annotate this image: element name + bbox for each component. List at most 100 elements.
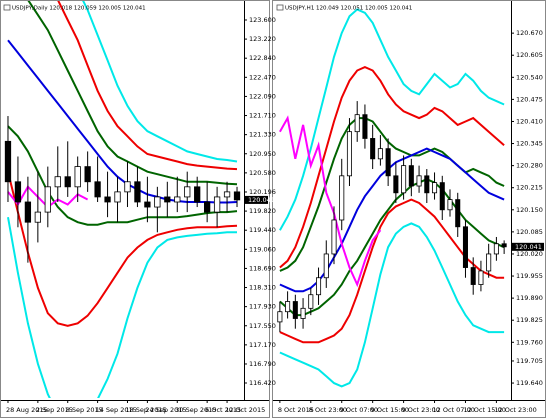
chart-title: USDJPY,Daily 120.018 120.059 120.005 120…: [12, 6, 146, 12]
y-tick-label: 117.170: [249, 341, 276, 349]
indicator-line: [279, 222, 505, 388]
candle-body: [24, 201, 32, 223]
candle-body: [174, 196, 181, 203]
price-label: 120.041: [515, 243, 542, 251]
candle-body: [393, 175, 399, 194]
candle-body: [493, 243, 499, 255]
y-tick-label: 119.890: [516, 294, 543, 302]
x-tick-label: 9 Oct 23:00: [402, 406, 440, 414]
candle-body: [439, 182, 445, 211]
candle-body: [74, 166, 81, 188]
candle-body: [316, 277, 322, 296]
panel-border: [0, 0, 270, 418]
candle-body: [447, 199, 453, 211]
x-tick-label: 14 Sep 2015: [96, 406, 137, 414]
x-tick-label: 2 Sep 2015: [36, 406, 73, 414]
indicator-line: [27, 1, 238, 186]
candle-body: [424, 175, 430, 194]
x-tick-label: 30 Sep 2015: [175, 406, 216, 414]
candle-body: [470, 267, 476, 285]
y-tick-label: 120.410: [516, 117, 543, 125]
x-tick-label: 12 Oct 2015: [225, 406, 265, 414]
y-tick-label: 120.280: [516, 162, 543, 170]
candle-body: [331, 219, 337, 255]
y-tick-label: 119.060: [249, 245, 276, 253]
candle-body: [277, 311, 283, 323]
x-tick-label: 6 Oct 2015: [205, 406, 241, 414]
candle-body: [416, 175, 422, 187]
indicator-line: [7, 217, 237, 398]
y-tick-label: 121.330: [249, 131, 276, 139]
indicator-line: [82, 1, 238, 163]
candle-body: [4, 140, 12, 183]
y-tick-label: 116.790: [249, 360, 276, 368]
candle-body: [44, 186, 51, 213]
y-tick-label: 122.840: [249, 54, 276, 62]
y-tick-label: 117.550: [249, 322, 276, 330]
y-tick-label: 118.690: [249, 264, 276, 272]
candle-body: [223, 191, 231, 198]
candle-body: [478, 270, 484, 285]
y-tick-label: 119.760: [516, 338, 543, 346]
candle-body: [154, 196, 161, 208]
x-tick-label: 8 Oct 23:00: [309, 406, 347, 414]
y-tick-label: 117.930: [249, 303, 276, 311]
candle-body: [14, 181, 22, 203]
candle-body: [408, 165, 414, 187]
x-tick-label: 12 Oct 23:00: [494, 406, 536, 414]
y-tick-label: 123.600: [249, 16, 276, 24]
y-tick-label: 120.540: [516, 73, 543, 81]
y-tick-label: 120.475: [516, 95, 543, 103]
y-tick-label: 120.085: [516, 228, 543, 236]
candle-body: [84, 166, 91, 183]
y-tick-label: 120.950: [249, 150, 276, 158]
candle-body: [34, 211, 41, 223]
candle-body: [184, 186, 191, 198]
symbol-icon: [3, 4, 11, 11]
y-tick-label: 116.420: [249, 379, 276, 387]
candle-body: [213, 196, 221, 213]
candle-body: [362, 114, 368, 139]
y-tick-label: 120.605: [516, 51, 543, 59]
y-tick-label: 119.440: [249, 226, 276, 234]
indicator-line: [279, 117, 505, 272]
candle-body: [377, 148, 383, 160]
y-tick-label: 122.090: [249, 92, 276, 100]
y-tick-label: 119.705: [516, 357, 543, 365]
candle-body: [432, 182, 438, 194]
candle-body: [94, 181, 101, 198]
indicator-line: [279, 178, 505, 317]
x-tick-label: 28 Aug 2015: [6, 406, 48, 414]
y-tick-label: 119.825: [516, 316, 543, 324]
x-tick-label: 18 Sep 2015: [125, 406, 166, 414]
x-tick-label: 9 Oct 07:00: [340, 406, 378, 414]
candle-body: [339, 175, 345, 221]
candle-body: [323, 253, 329, 279]
y-tick-label: 120.150: [516, 206, 543, 214]
candle-body: [300, 307, 306, 319]
y-tick-label: 119.640: [516, 379, 543, 387]
price-label-box: [245, 195, 268, 204]
plot-area: [277, 8, 507, 388]
candle-body: [194, 186, 201, 203]
indicator-line: [7, 171, 238, 327]
price-label: 120.041: [248, 196, 275, 204]
symbol-icon: [276, 4, 284, 11]
candle-body: [292, 301, 298, 319]
x-tick-label: 12 Oct 15:00: [463, 406, 505, 414]
y-tick-label: 123.220: [249, 35, 276, 43]
indicator-line: [279, 115, 382, 288]
candle-body: [354, 114, 360, 133]
candle-body: [401, 165, 407, 194]
price-label-box: [512, 242, 544, 251]
y-tick-label: 119.955: [516, 272, 543, 280]
indicator-line: [279, 8, 505, 231]
y-tick-label: 120.020: [516, 250, 543, 258]
chart-title: USDJPY,H1 120.049 120.051 120.005 120.04…: [285, 6, 412, 12]
candle-body: [204, 201, 211, 213]
candle-body: [501, 243, 507, 248]
x-tick-label: 12 Oct 07:00: [433, 406, 475, 414]
candle-body: [164, 196, 171, 203]
x-tick-label: 8 Oct 2015: [278, 406, 314, 414]
